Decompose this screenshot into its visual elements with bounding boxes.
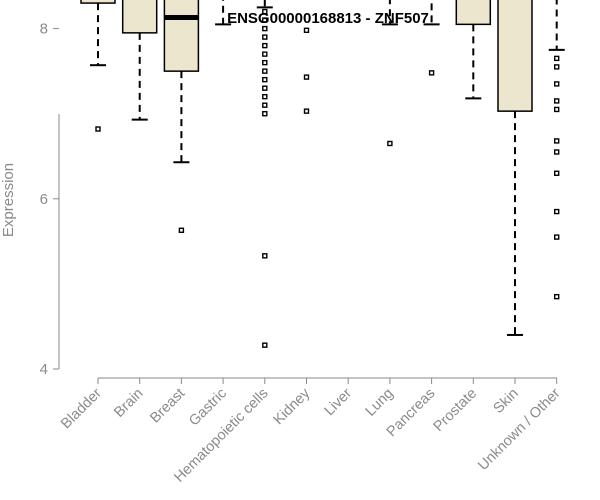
iqr-box: [121, 0, 158, 34]
box-kidney: [303, 27, 310, 114]
iqr-box: [455, 0, 492, 26]
outlier-point: [554, 106, 560, 113]
outlier-point: [554, 293, 560, 300]
iqr-box: [80, 0, 116, 4]
iqr-box: [163, 0, 200, 72]
y-tick-label: 4: [40, 361, 48, 378]
outlier-point: [303, 74, 310, 80]
outlier-point: [554, 234, 560, 240]
outlier-point: [262, 110, 268, 117]
outlier-point: [554, 98, 560, 104]
box-gastric: [215, 0, 232, 26]
x-tick-label: Breast: [147, 386, 188, 427]
x-tick-label: Liver: [321, 385, 355, 419]
outlier-point: [262, 25, 268, 32]
outlier-point: [262, 42, 268, 49]
box-brain: [121, 0, 158, 121]
outlier-point: [262, 34, 268, 40]
box-pancreas: [423, 0, 440, 76]
outlier-point: [554, 170, 560, 176]
outlier-point: [262, 51, 268, 57]
box-prostate: [455, 0, 492, 100]
outlier-point: [262, 17, 268, 23]
box-breast: [163, 0, 200, 233]
outlier-point: [554, 81, 560, 87]
iqr-box: [497, 0, 533, 112]
outlier-point: [554, 64, 560, 70]
x-tick-label: Skin: [491, 386, 522, 417]
outlier-point: [387, 140, 393, 147]
box-bladder: [80, 0, 116, 132]
outlier-point: [554, 208, 560, 215]
chart-title: ENSG00000168813 - ZNF507: [227, 10, 429, 27]
x-tick-label: Lung: [363, 386, 397, 420]
outlier-point: [178, 227, 185, 233]
outlier-point: [262, 253, 268, 259]
box-lung: [381, 0, 398, 147]
outlier-point: [262, 59, 268, 66]
y-axis-label: Expression: [0, 163, 17, 237]
outlier-point: [262, 8, 268, 15]
box-series: [80, 0, 565, 348]
box-hematopoietic-cells: [256, 0, 273, 348]
outlier-point: [554, 138, 560, 144]
outlier-point: [262, 68, 268, 74]
x-tick-label: Bladder: [58, 385, 105, 432]
y-tick-label: 8: [40, 21, 48, 38]
outlier-point: [554, 149, 560, 155]
outlier-point: [95, 126, 101, 132]
outlier-point: [428, 70, 435, 76]
outlier-point: [262, 342, 268, 348]
box-skin: [497, 0, 533, 336]
outlier-point: [303, 27, 310, 34]
outlier-point: [262, 102, 268, 108]
y-tick-label: 6: [40, 191, 48, 208]
y-axis-ticks: 46810: [40, 21, 59, 378]
outlier-point: [262, 85, 268, 91]
x-tick-label: Prostate: [431, 386, 480, 435]
outlier-point: [303, 108, 310, 114]
box-unknown-other: [548, 0, 565, 300]
x-tick-label: Kidney: [271, 385, 314, 428]
x-tick-label: Brain: [111, 386, 146, 421]
outlier-point: [554, 55, 560, 62]
outlier-point: [262, 93, 268, 100]
outlier-point: [262, 76, 268, 83]
